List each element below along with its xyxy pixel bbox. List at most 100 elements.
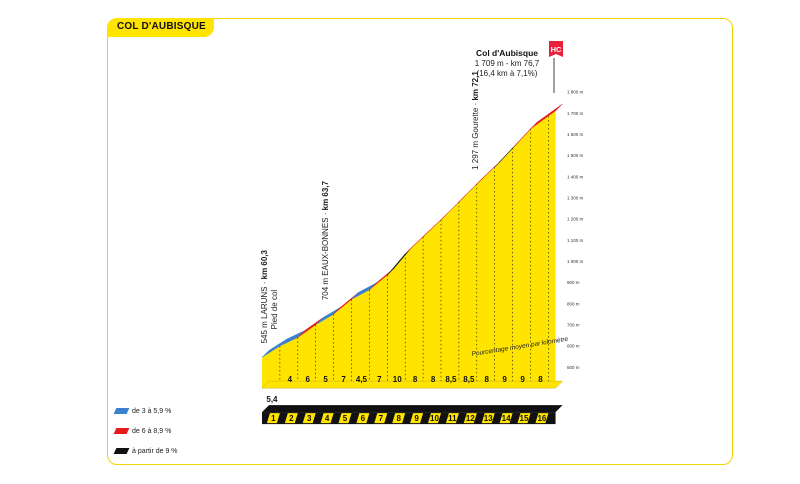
legend-label: à partir de 9 % [132,448,178,455]
gradient-label-km-8: 10 [393,375,402,384]
gradient-label-km-1: 5,4 [266,395,278,404]
km-label: 13 [484,414,493,423]
legend-label: de 3 à 5,9 % [132,408,172,415]
gradient-label-km-10: 8 [431,375,436,384]
y-tick-label: 1 800 m [567,90,584,95]
hc-badge-label: HC [551,45,562,54]
legend-swatch-red [113,428,130,435]
y-tick-label: 1 400 m [567,174,584,179]
annotation-sublabel: Pied de col [270,290,279,330]
km-cell [535,413,549,424]
km-label: 15 [520,414,529,423]
summit-name: Col d'Aubisque [476,48,538,58]
km-label: 1 [271,414,276,423]
annotation-text: 704 m EAUX-BONNES · [321,210,330,300]
y-tick-label: 1 600 m [567,132,584,137]
km-label: 2 [289,414,294,423]
km-cell [356,413,370,424]
baseline-band [262,412,556,425]
y-tick-label: 1 000 m [567,259,584,264]
gradient-label-km-15: 9 [520,375,525,384]
legend-item-3-5-9: de 3 à 5,9 % [113,408,172,415]
km-label: 8 [396,414,401,423]
km-label: 14 [502,414,511,423]
km-label: 3 [307,414,312,423]
legend-swatch-black [113,448,130,455]
gradient-label-km-11: 8,5 [445,375,457,384]
km-label: 12 [466,414,475,423]
gradient-label-km-13: 8 [485,375,490,384]
gradient-label-km-7: 7 [377,375,382,384]
km-cell [428,413,441,424]
y-tick-label: 1 200 m [567,217,584,222]
gradient-label-km-14: 9 [502,375,507,384]
gradient-label-km-5: 7 [341,375,346,384]
km-cell [481,413,495,424]
km-cell [392,413,406,424]
km-cell [445,413,459,424]
page-title: COL D'AUBISQUE [117,21,206,32]
gradient-label-km-4: 5 [323,375,328,384]
km-label: 10 [430,414,439,423]
annotation-0: 545 m LARUNS · km 60,3 [260,249,269,343]
km-cell [266,413,280,424]
km-baseline: 1 2 3 4 5 6 7 8 9 10 11 12 13 14 15 16 [261,380,564,425]
baseline-top [261,380,564,389]
km-cell [302,413,316,424]
gradient-labels: 5,4 4 6 5 7 4,5 7 10 8 8 8,5 8,5 8 9 9 8 [266,375,543,404]
km-label: 6 [361,414,366,423]
gradient-label-km-12: 8,5 [463,375,475,384]
summit-altitude: 1 709 m - km 76,7 [475,59,540,68]
gradient-label-km-3: 6 [306,375,311,384]
y-tick-label: 800 m [567,301,580,306]
km-cell [320,413,334,424]
legend-label: de 6 à 8,9 % [132,428,172,435]
profile-road [261,103,563,358]
profile-area [262,110,556,389]
y-tick-label: 500 m [567,365,580,370]
annotation-text: 545 m LARUNS · [260,279,269,343]
legend-item-9-plus: à partir de 9 % [113,448,178,455]
annotation-km: km 63,7 [321,180,330,210]
y-tick-label: 700 m [567,323,580,328]
y-tick-label: 1 300 m [567,195,584,200]
summit-climb-stats: (16,4 km à 7,1%) [477,69,538,78]
summit-block: Col d'Aubisque 1 709 m - km 76,7 (16,4 k… [475,41,563,93]
y-tick-label: 1 700 m [567,111,584,116]
km-cell [410,413,424,424]
gradient-label-km-2: 4 [288,375,293,384]
km-label: 16 [537,414,546,423]
road-segment-km-16 [530,103,563,130]
km-label: 9 [414,414,419,423]
km-cell [338,413,352,424]
y-tick-label: 1 500 m [567,153,584,158]
km-cell [517,413,531,424]
baseline-bottom [262,405,563,413]
legend-swatch-blue [113,408,130,415]
gradient-label-km-9: 8 [413,375,418,384]
annotation-km: km 60,3 [260,249,269,279]
km-cell [284,413,298,424]
hc-badge [549,41,563,57]
title-tab [107,18,214,37]
annotation-1: 704 m EAUX-BONNES · km 63,7 [321,180,330,300]
annotation-km: km 72,1 [471,71,480,101]
km-cell [374,413,388,424]
annotation-text: 1 297 m Gourette · [471,101,480,170]
y-tick-label: 900 m [567,280,580,285]
km-label: 7 [379,414,384,423]
km-label: 11 [448,414,457,423]
km-label: 5 [343,414,348,423]
gradient-label-km-16: 8 [538,375,543,384]
y-tick-label: 1 100 m [567,238,584,243]
legend-item-6-8-9: de 6 à 8,9 % [113,428,172,435]
profile-fill [262,110,556,389]
y-tick-label: 600 m [567,344,580,349]
km-cell [499,413,513,424]
annotation-2: 1 297 m Gourette · km 72,1 [471,71,480,170]
km-label: 4 [325,414,330,423]
y-axis: 500 m 600 m 700 m 800 m 900 m 1 000 m 1 100 m 1… [567,90,584,370]
km-cell [463,413,477,424]
